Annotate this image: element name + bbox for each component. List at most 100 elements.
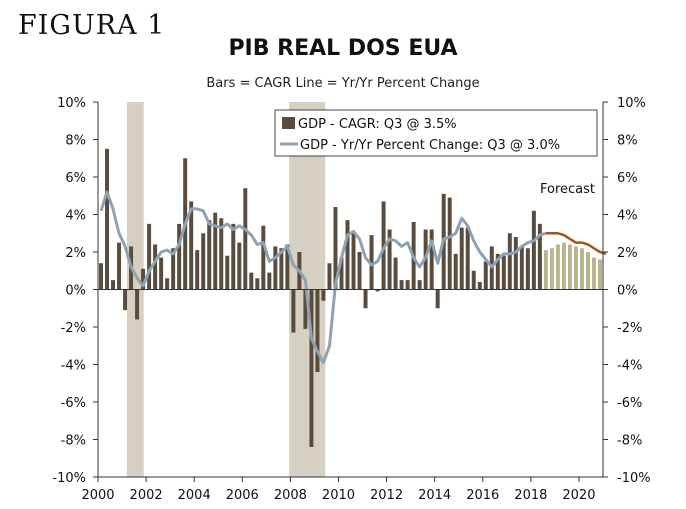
gdp-cagr-bars — [99, 148, 602, 447]
x-tick-label: 2008 — [274, 488, 307, 503]
bar-actual — [177, 223, 182, 290]
axes — [97, 102, 604, 478]
bar-actual — [429, 229, 434, 290]
bar-actual — [195, 250, 200, 290]
bar-actual — [267, 272, 272, 290]
y-tick-label-left: 8% — [65, 134, 86, 149]
legend-box — [274, 109, 598, 157]
bar-actual — [213, 212, 218, 290]
legend-label-cagr: GDP - CAGR: Q3 @ 3.5% — [298, 117, 457, 132]
bar-actual — [369, 235, 374, 290]
bar-actual — [225, 255, 230, 290]
x-tick-label: 2010 — [322, 488, 355, 503]
x-tick-label: 2014 — [418, 488, 451, 503]
forecast-annotation: Forecast — [540, 182, 595, 197]
bar-actual — [153, 244, 158, 290]
legend: GDP - CAGR: Q3 @ 3.5% GDP - Yr/Yr Percen… — [274, 109, 598, 157]
bar-actual — [249, 272, 254, 290]
bar-forecast — [585, 252, 590, 290]
bar-actual — [303, 289, 308, 329]
y-tick-label-left: -6% — [61, 396, 86, 411]
bar-actual — [453, 253, 458, 290]
y-tick-label-right: -10% — [617, 471, 651, 486]
bar-forecast — [543, 250, 548, 290]
bar-actual — [261, 225, 266, 290]
bar-actual — [501, 255, 506, 290]
bar-actual — [483, 261, 488, 290]
bar-actual — [105, 148, 110, 290]
bar-actual — [381, 201, 386, 290]
y-tick-label-right: 4% — [617, 209, 638, 224]
bar-actual — [315, 289, 320, 372]
bar-actual — [171, 248, 176, 290]
y-tick-label-left: 6% — [65, 171, 86, 186]
bar-actual — [531, 210, 536, 290]
chart-subtitle: Bars = CAGR Line = Yr/Yr Percent Change — [206, 76, 480, 91]
bar-forecast — [567, 244, 572, 290]
y-tick-label-left: -2% — [61, 321, 86, 336]
bar-actual — [147, 223, 152, 290]
bar-actual — [393, 257, 398, 290]
y-tick-label-right: 8% — [617, 134, 638, 149]
y-tick-label-right: 2% — [617, 246, 638, 261]
bar-actual — [159, 257, 164, 290]
bar-actual — [435, 289, 440, 309]
y-tick-label-right: -8% — [617, 434, 642, 449]
bar-actual — [399, 280, 404, 290]
y-tick-label-left: 4% — [65, 209, 86, 224]
bar-actual — [231, 223, 236, 290]
y-tick-label-right: -4% — [617, 359, 642, 374]
bar-actual — [141, 268, 146, 290]
x-tick-label: 2000 — [81, 488, 114, 503]
legend-bar-swatch — [282, 117, 295, 129]
bar-actual — [123, 289, 128, 311]
y-tick-label-left: 2% — [65, 246, 86, 261]
bar-actual — [465, 227, 470, 290]
bar-actual — [279, 248, 284, 290]
bar-forecast — [561, 242, 566, 290]
bar-actual — [219, 218, 224, 290]
bar-actual — [417, 280, 422, 290]
tick-labels: 10% 10% 8% 8% 6% 6% 4% 4% 2% 2% 0% 0% -2% -2% -4% -4% -6… — [52, 96, 650, 503]
bar-actual — [117, 242, 122, 290]
bar-actual — [507, 233, 512, 290]
x-tick-label: 2016 — [466, 488, 499, 503]
bar-actual — [273, 246, 278, 290]
x-tick-label: 2020 — [562, 488, 595, 503]
legend-label-yoy: GDP - Yr/Yr Percent Change: Q3 @ 3.0% — [300, 138, 560, 153]
y-tick-label-left: -10% — [52, 471, 86, 486]
bar-actual — [363, 289, 368, 309]
line-forecast — [545, 232, 607, 256]
bar-actual — [513, 237, 518, 290]
bar-actual — [255, 278, 260, 290]
bar-forecast — [573, 246, 578, 290]
bar-actual — [471, 270, 476, 290]
x-tick-label: 2002 — [130, 488, 163, 503]
x-tick-label: 2018 — [514, 488, 547, 503]
y-tick-label-right: -2% — [617, 321, 642, 336]
bar-forecast — [555, 244, 560, 290]
bar-actual — [459, 227, 464, 290]
bar-actual — [525, 248, 530, 290]
bar-actual — [309, 289, 314, 447]
bar-forecast — [549, 248, 554, 290]
y-tick-label-left: 10% — [57, 96, 86, 111]
bar-actual — [387, 229, 392, 290]
bar-actual — [321, 289, 326, 301]
gdp-yoy-line — [99, 190, 607, 365]
bar-actual — [357, 252, 362, 290]
bar-forecast — [591, 257, 596, 290]
bar-actual — [333, 207, 338, 290]
bar-actual — [285, 244, 290, 290]
bar-actual — [495, 253, 500, 290]
bar-actual — [243, 188, 248, 290]
bar-actual — [537, 223, 542, 290]
bar-forecast — [579, 248, 584, 290]
x-tick-label: 2012 — [370, 488, 403, 503]
bar-actual — [345, 220, 350, 290]
y-tick-label-left: -4% — [61, 359, 86, 374]
bar-actual — [519, 246, 524, 290]
bar-actual — [135, 289, 140, 320]
bar-actual — [291, 289, 296, 333]
bar-actual — [405, 280, 410, 290]
